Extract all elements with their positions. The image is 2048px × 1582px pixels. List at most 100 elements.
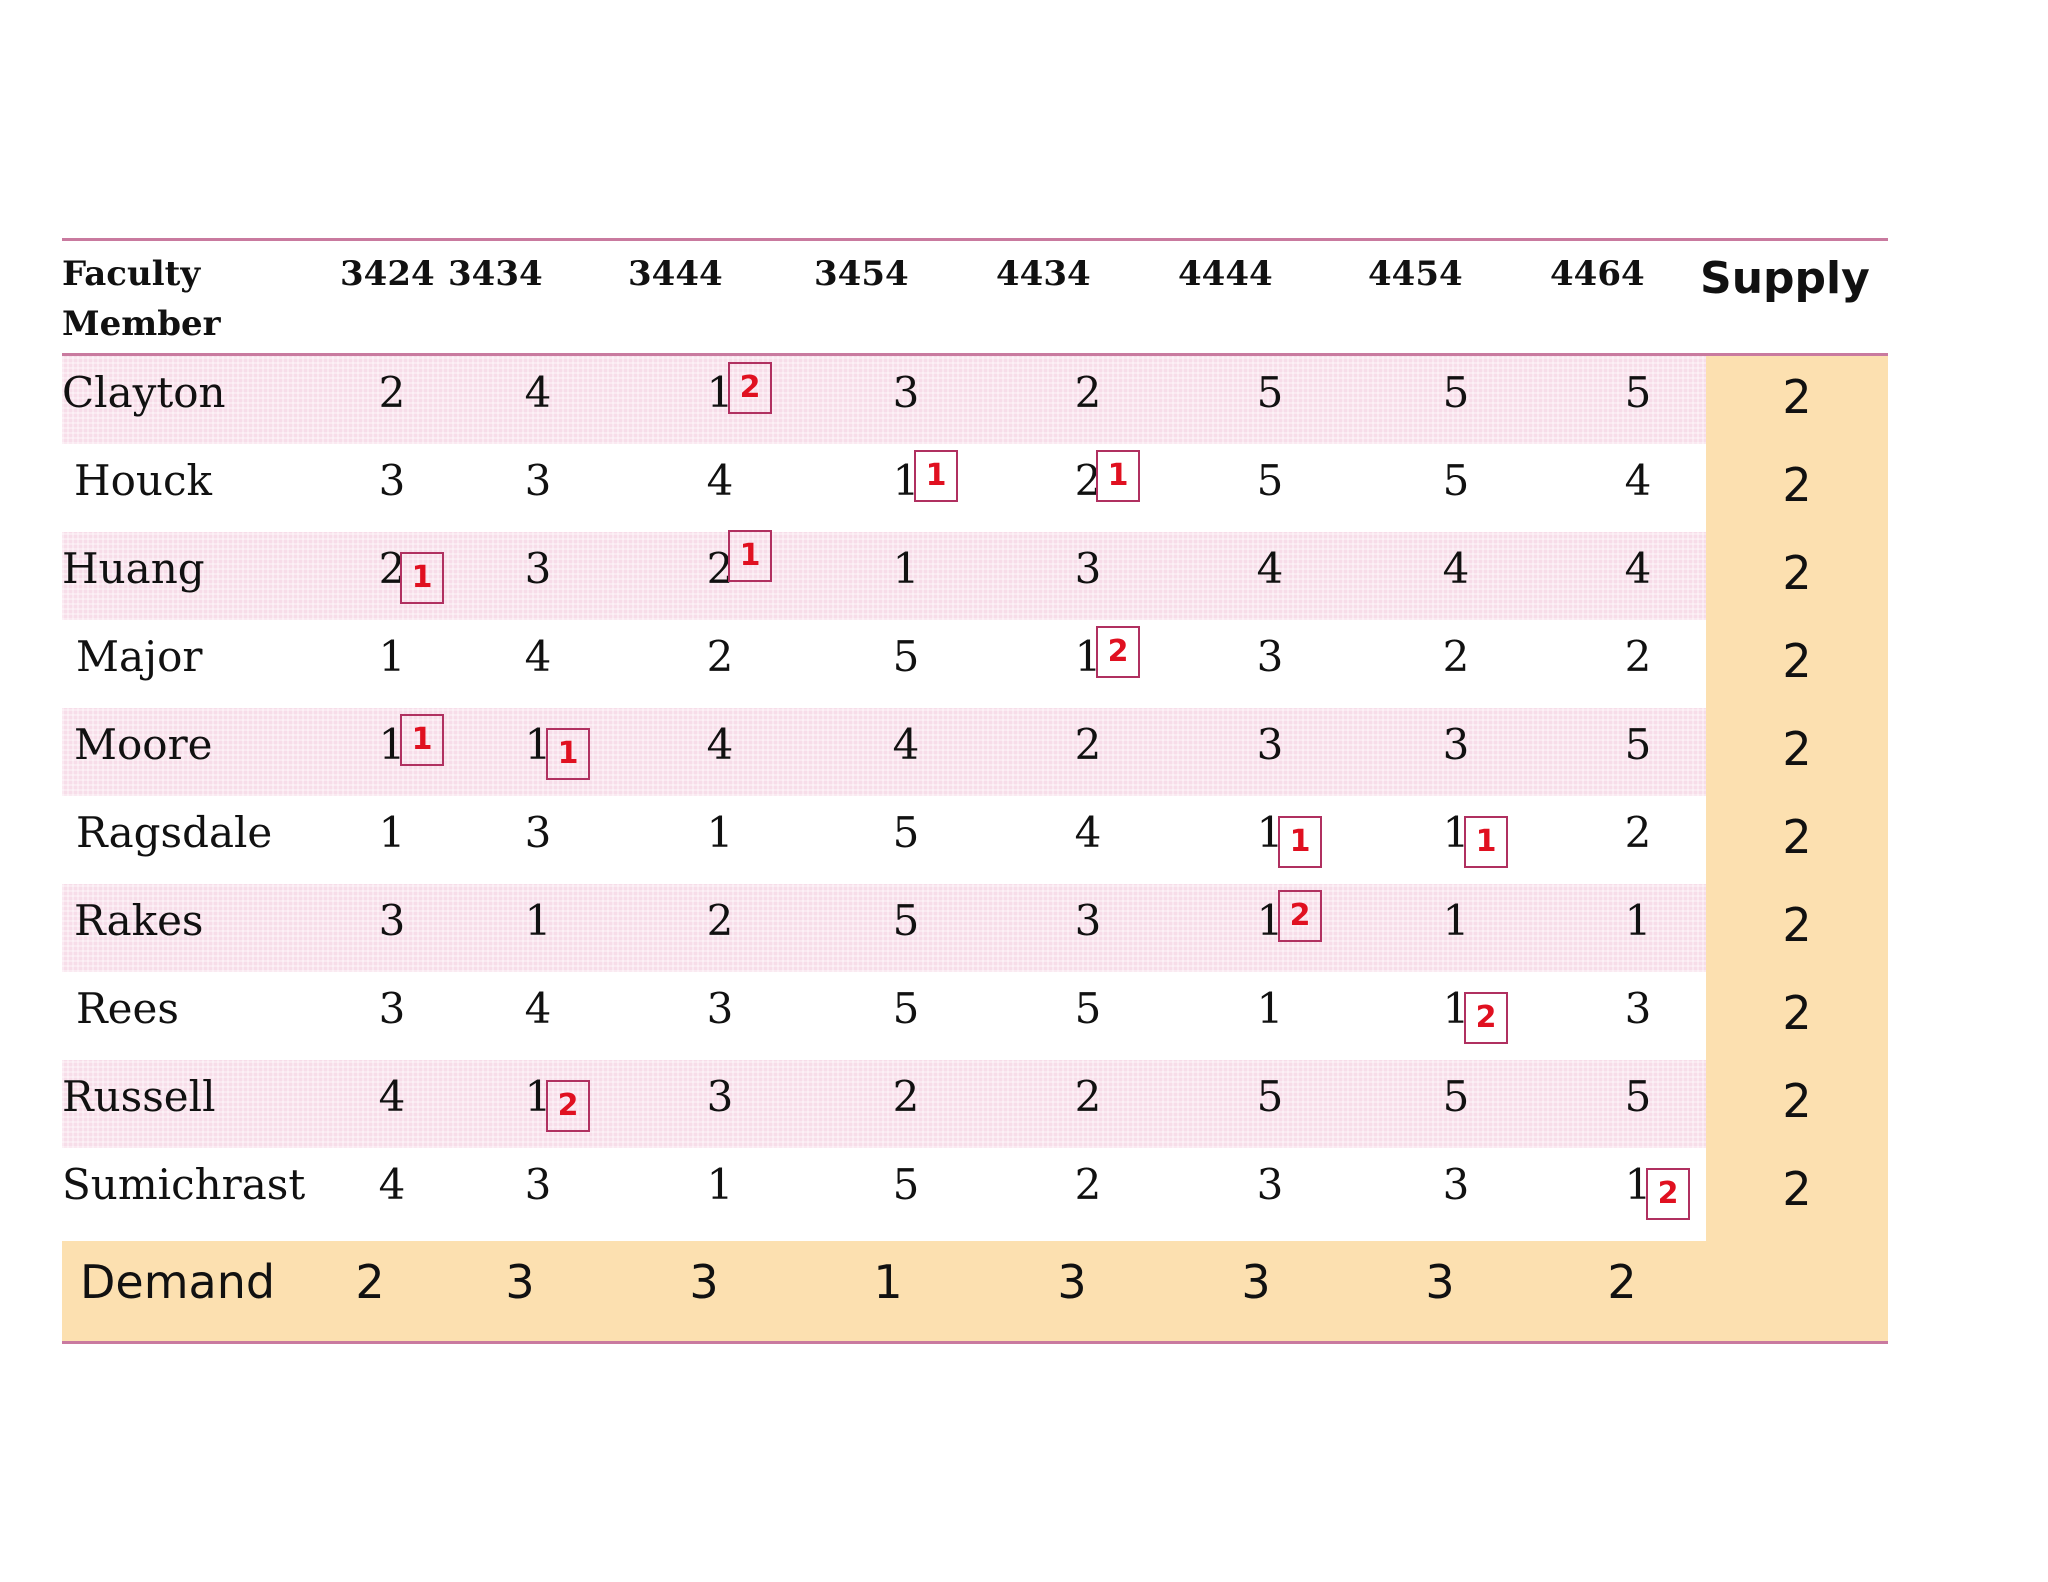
faculty-name: Houck xyxy=(74,456,212,505)
course-header-4454: 4454 xyxy=(1368,254,1463,294)
table-row: Major 1 4 2 5 1 3 2 2 xyxy=(62,620,1706,708)
cost-cell: 5 xyxy=(1256,368,1284,417)
bottom-rule xyxy=(62,1341,1888,1344)
cost-cell: 3 xyxy=(524,808,552,857)
cost-cell: 3 xyxy=(1624,984,1652,1033)
cost-cell: 3 xyxy=(524,456,552,505)
assignment-box: 2 xyxy=(1096,626,1140,678)
cost-cell: 4 xyxy=(1256,544,1284,593)
table-row: Moore 1 1 4 4 2 3 3 5 xyxy=(62,708,1706,796)
assignment-box: 1 xyxy=(546,728,590,780)
header-row: Faculty Member 3424 3434 3444 3454 4434 4444 4… xyxy=(62,241,1888,355)
cost-cell: 1 xyxy=(1442,896,1470,945)
header-rule xyxy=(62,353,1888,356)
cost-cell: 1 xyxy=(706,808,734,857)
cost-cell: 5 xyxy=(892,896,920,945)
cost-cell: 4 xyxy=(524,368,552,417)
course-header-3444: 3444 xyxy=(628,254,723,294)
cost-cell: 4 xyxy=(524,984,552,1033)
assignment-table: Faculty Member 3424 3434 3444 3454 4434 4444 4… xyxy=(62,238,1888,1344)
table-row: Ragsdale 1 3 1 5 4 1 1 2 xyxy=(62,796,1706,884)
cost-cell: 3 xyxy=(1074,544,1102,593)
table-row: Rees 3 4 3 5 5 1 1 3 xyxy=(62,972,1706,1060)
faculty-name: Moore xyxy=(74,720,213,769)
cost-cell: 3 xyxy=(1256,720,1284,769)
table-row: Houck 3 3 4 1 2 5 5 4 xyxy=(62,444,1706,532)
faculty-name: Rees xyxy=(76,984,179,1033)
cost-cell: 4 xyxy=(1624,544,1652,593)
supply-value: 2 xyxy=(1782,898,1812,952)
cost-cell: 3 xyxy=(378,984,406,1033)
assignment-box: 2 xyxy=(1646,1168,1690,1220)
cost-cell: 2 xyxy=(1074,1160,1102,1209)
faculty-header-line1: Faculty xyxy=(62,254,201,294)
cost-cell: 4 xyxy=(378,1160,406,1209)
cost-cell: 5 xyxy=(1624,1072,1652,1121)
cost-cell: 1 xyxy=(706,1160,734,1209)
supply-value: 2 xyxy=(1782,1074,1812,1128)
faculty-header-line2: Member xyxy=(62,304,221,344)
cost-cell: 4 xyxy=(892,720,920,769)
cost-cell: 5 xyxy=(892,632,920,681)
demand-value: 2 xyxy=(355,1255,385,1309)
cost-cell: 3 xyxy=(524,1160,552,1209)
supply-value: 2 xyxy=(1782,634,1812,688)
faculty-name: Rakes xyxy=(74,896,204,945)
supply-value: 2 xyxy=(1782,1162,1812,1216)
faculty-name: Ragsdale xyxy=(76,808,273,857)
assignment-box: 1 xyxy=(1464,816,1508,868)
cost-cell: 4 xyxy=(706,456,734,505)
cost-cell: 4 xyxy=(1624,456,1652,505)
assignment-box: 2 xyxy=(1464,992,1508,1044)
cost-cell: 1 xyxy=(1624,896,1652,945)
cost-cell: 1 xyxy=(1256,984,1284,1033)
cost-cell: 5 xyxy=(1624,368,1652,417)
table-row: Russell 4 1 3 2 2 5 5 5 xyxy=(62,1060,1706,1148)
cost-cell: 5 xyxy=(892,984,920,1033)
assignment-box: 1 xyxy=(1096,450,1140,502)
demand-value: 3 xyxy=(1057,1255,1087,1309)
demand-value: 2 xyxy=(1607,1255,1637,1309)
course-header-4434: 4434 xyxy=(996,254,1091,294)
cost-cell: 5 xyxy=(1256,456,1284,505)
assignment-box: 1 xyxy=(914,450,958,502)
cost-cell: 4 xyxy=(524,632,552,681)
demand-value: 3 xyxy=(689,1255,719,1309)
supply-value: 2 xyxy=(1782,370,1812,424)
cost-cell: 5 xyxy=(1256,1072,1284,1121)
cost-cell: 5 xyxy=(892,1160,920,1209)
supply-value: 2 xyxy=(1782,546,1812,600)
cost-cell: 5 xyxy=(1624,720,1652,769)
cost-cell: 3 xyxy=(378,456,406,505)
cost-cell: 3 xyxy=(524,544,552,593)
demand-value: 3 xyxy=(505,1255,535,1309)
faculty-name: Sumichrast xyxy=(62,1160,306,1209)
cost-cell: 4 xyxy=(706,720,734,769)
cost-cell: 5 xyxy=(1442,368,1470,417)
cost-cell: 5 xyxy=(892,808,920,857)
supply-value: 2 xyxy=(1782,722,1812,776)
supply-value: 2 xyxy=(1782,986,1812,1040)
cost-cell: 1 xyxy=(892,544,920,593)
cost-cell: 2 xyxy=(378,368,406,417)
cost-cell: 3 xyxy=(706,1072,734,1121)
cost-cell: 5 xyxy=(1442,456,1470,505)
faculty-name: Huang xyxy=(62,544,205,593)
cost-cell: 2 xyxy=(706,632,734,681)
cost-cell: 3 xyxy=(1442,1160,1470,1209)
cost-cell: 1 xyxy=(524,896,552,945)
supply-header: Supply xyxy=(1700,253,1870,304)
cost-cell: 2 xyxy=(1442,632,1470,681)
faculty-name: Russell xyxy=(62,1072,216,1121)
cost-cell: 3 xyxy=(1074,896,1102,945)
cost-cell: 3 xyxy=(1256,1160,1284,1209)
assignment-box: 1 xyxy=(1278,816,1322,868)
cost-cell: 4 xyxy=(1442,544,1470,593)
course-header-3424: 3424 xyxy=(340,254,435,294)
cost-cell: 5 xyxy=(1074,984,1102,1033)
table-row: Rakes 3 1 2 5 3 1 1 1 xyxy=(62,884,1706,972)
faculty-name: Major xyxy=(76,632,203,681)
faculty-name: Clayton xyxy=(62,368,226,417)
assignment-box: 1 xyxy=(400,714,444,766)
table-row: Huang 2 3 2 1 3 4 4 4 xyxy=(62,532,1706,620)
